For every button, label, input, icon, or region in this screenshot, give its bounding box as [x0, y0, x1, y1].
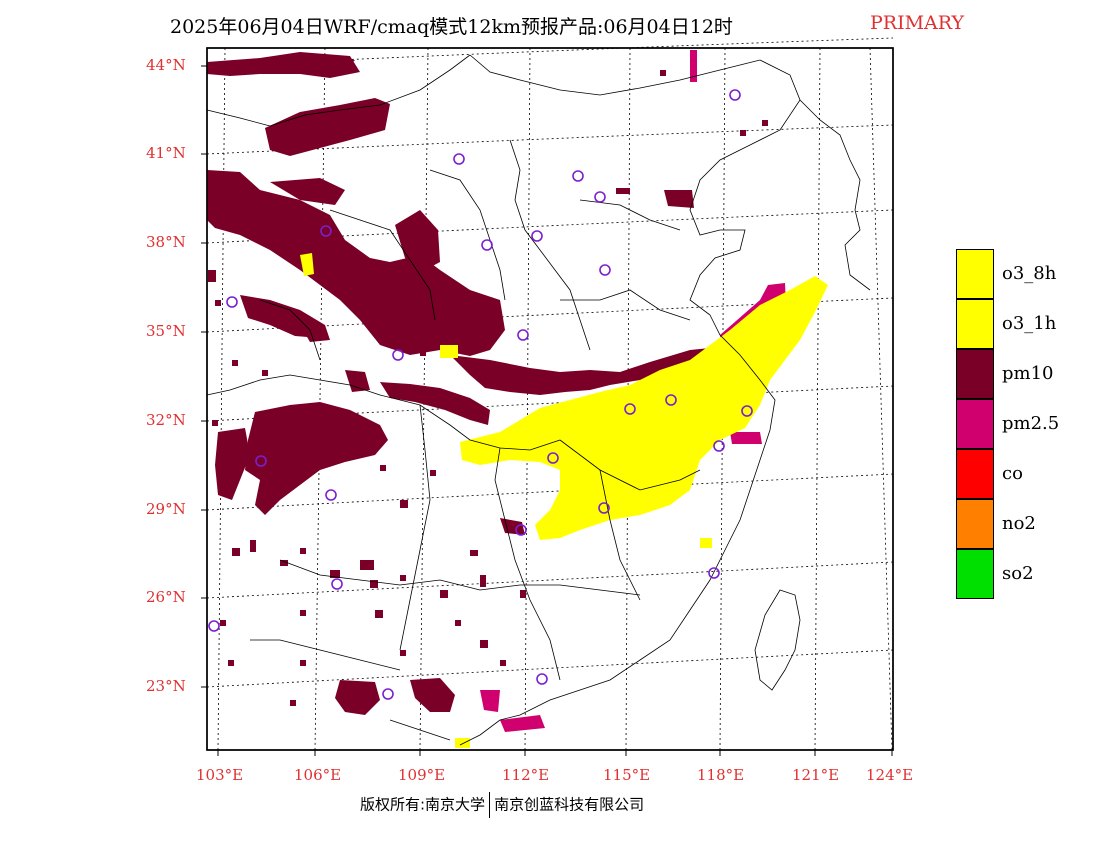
legend-item-no2: no2: [956, 499, 1076, 549]
legend-item-pm25: pm2.5: [956, 399, 1076, 449]
legend-item-co: co: [956, 449, 1076, 499]
legend-swatch-o3-1h: [956, 299, 994, 349]
axis-ticks: [201, 65, 893, 756]
lat-label-23: 23°N: [146, 677, 186, 695]
o3-areas: [300, 253, 828, 748]
legend-swatch-o3-8h: [956, 249, 994, 299]
boundary-lines: [206, 54, 871, 746]
map-frame: [206, 47, 894, 751]
legend-label-pm25: pm2.5: [1002, 413, 1060, 434]
lon-label-124: 124°E: [866, 766, 914, 784]
legend-swatch-co: [956, 449, 994, 499]
legend-label-o3-8h: o3_8h: [1002, 263, 1057, 284]
legend-item-so2: so2: [956, 549, 1076, 599]
copyright-left: 版权所有:南京大学: [360, 795, 486, 814]
lon-label-115: 115°E: [603, 766, 651, 784]
legend-swatch-so2: [956, 549, 994, 599]
copyright-right: 南京创蓝科技有限公司: [494, 795, 645, 814]
legend-item-o3-1h: o3_1h: [956, 299, 1076, 349]
lat-label-32: 32°N: [146, 411, 186, 429]
lat-label-35: 35°N: [146, 322, 186, 340]
lon-label-106: 106°E: [294, 766, 342, 784]
lon-label-118: 118°E: [697, 766, 745, 784]
lat-label-44: 44°N: [146, 56, 186, 74]
lat-label-38: 38°N: [146, 233, 186, 251]
lat-label-41: 41°N: [146, 144, 186, 162]
legend-label-pm10: pm10: [1002, 363, 1054, 384]
map-title: 2025年06月04日WRF/cmaq模式12km预报产品:06月04日12时: [170, 16, 733, 38]
lon-label-103: 103°E: [196, 766, 244, 784]
legend: o3_8h o3_1h pm10 pm2.5 co no2 so2: [956, 249, 1076, 599]
copyright-separator: [489, 792, 491, 818]
legend-swatch-pm10: [956, 349, 994, 399]
lon-label-121: 121°E: [792, 766, 840, 784]
station-markers: [208, 89, 753, 700]
legend-label-no2: no2: [1002, 513, 1036, 534]
pm10-specks: [208, 70, 768, 706]
legend-label-o3-1h: o3_1h: [1002, 313, 1057, 334]
legend-item-pm10: pm10: [956, 349, 1076, 399]
legend-item-o3-8h: o3_8h: [956, 249, 1076, 299]
legend-label-co: co: [1002, 463, 1023, 484]
legend-label-so2: so2: [1002, 563, 1034, 584]
lon-label-112: 112°E: [502, 766, 550, 784]
lat-label-26: 26°N: [146, 588, 186, 606]
lon-label-109: 109°E: [398, 766, 446, 784]
legend-swatch-no2: [956, 499, 994, 549]
legend-swatch-pm25: [956, 399, 994, 449]
map-title-tag: PRIMARY: [870, 12, 965, 34]
copyright: 版权所有:南京大学 南京创蓝科技有限公司: [360, 792, 644, 818]
lat-label-29: 29°N: [146, 500, 186, 518]
